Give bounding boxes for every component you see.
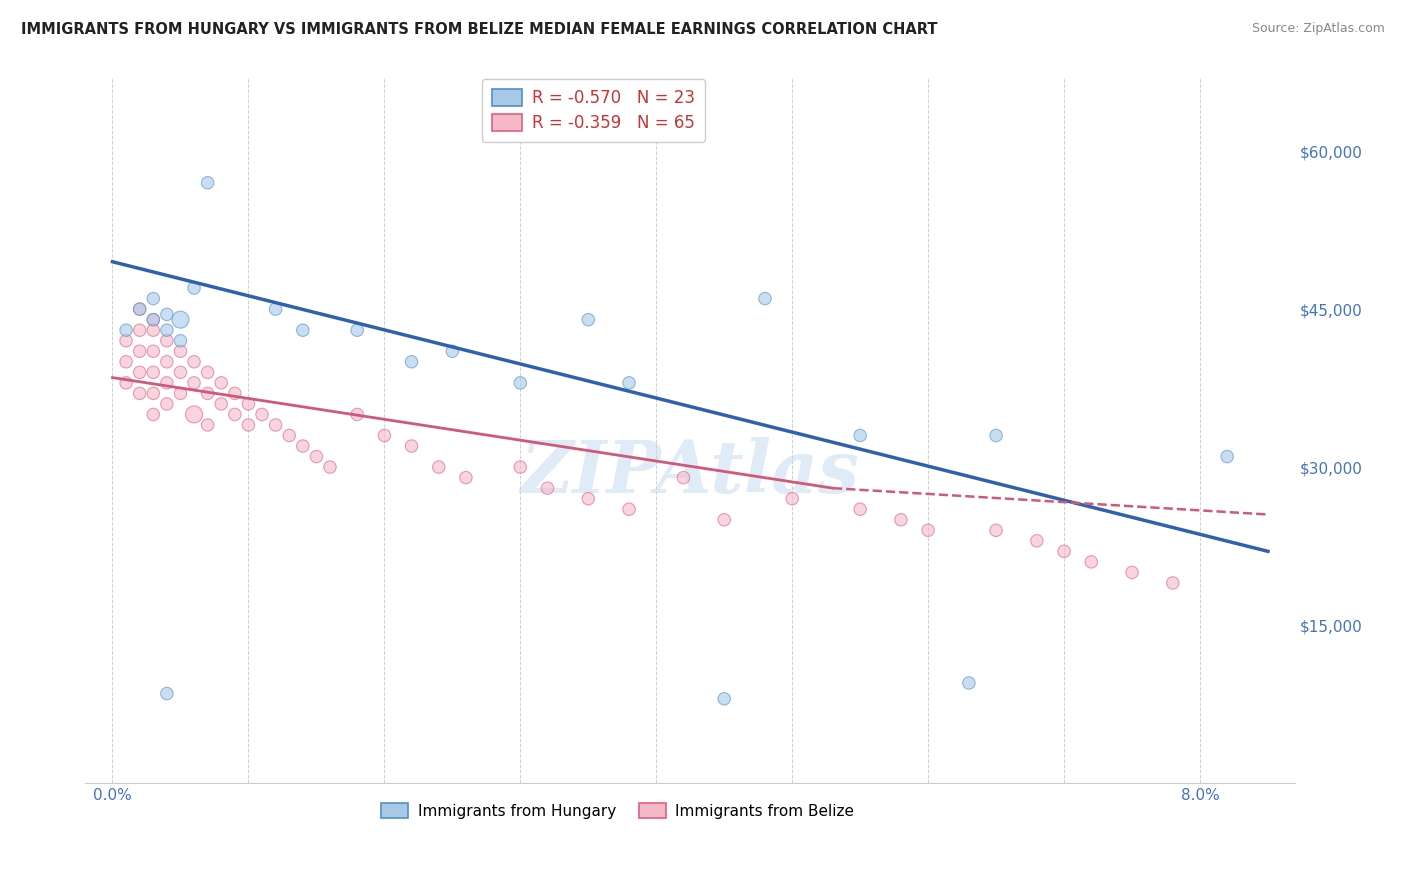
Point (291, 323, 314, 337)
Point (115, 334, 138, 348)
Point (754, 292, 776, 306)
Point (156, 376, 179, 390)
Point (984, 523, 1007, 537)
Point (1053, 544, 1076, 558)
Point (209, 397, 232, 411)
Point (197, 365, 219, 379)
Point (373, 428, 395, 442)
Point (197, 176, 219, 190)
Point (115, 355, 138, 369)
Point (346, 408, 368, 422)
Point (1161, 576, 1184, 591)
Point (454, 470, 477, 484)
Point (957, 676, 980, 690)
Point (142, 408, 165, 422)
Point (401, 355, 423, 369)
Point (115, 376, 138, 390)
Point (197, 386, 219, 401)
Point (509, 460, 531, 475)
Point (713, 691, 735, 706)
Point (128, 365, 150, 379)
Point (917, 523, 939, 537)
Point (142, 323, 165, 337)
Point (169, 386, 191, 401)
Point (183, 376, 205, 390)
Point (319, 460, 342, 475)
Point (169, 344, 191, 359)
Point (142, 312, 165, 326)
Point (156, 686, 179, 700)
Point (291, 439, 314, 453)
Point (142, 386, 165, 401)
Point (128, 344, 150, 359)
Point (1121, 566, 1143, 580)
Text: Source: ZipAtlas.com: Source: ZipAtlas.com (1251, 22, 1385, 36)
Point (346, 323, 368, 337)
Point (238, 417, 260, 432)
Point (536, 481, 558, 495)
Point (441, 344, 464, 359)
Point (209, 376, 232, 390)
Point (142, 344, 165, 359)
Point (509, 376, 531, 390)
Point (264, 417, 287, 432)
Legend: Immigrants from Hungary, Immigrants from Belize: Immigrants from Hungary, Immigrants from… (375, 797, 860, 825)
Point (849, 502, 872, 516)
Point (250, 408, 273, 422)
Point (197, 417, 219, 432)
Point (849, 428, 872, 442)
Point (617, 502, 640, 516)
Point (156, 397, 179, 411)
Point (576, 491, 599, 506)
Point (128, 302, 150, 317)
Point (183, 355, 205, 369)
Text: ZIPAtlas: ZIPAtlas (520, 437, 859, 508)
Point (142, 292, 165, 306)
Point (156, 334, 179, 348)
Point (183, 281, 205, 295)
Point (780, 491, 803, 506)
Point (672, 470, 695, 484)
Point (401, 439, 423, 453)
Point (142, 365, 165, 379)
Point (1025, 533, 1047, 548)
Point (128, 386, 150, 401)
Point (576, 312, 599, 326)
Point (224, 408, 246, 422)
Point (183, 408, 205, 422)
Point (169, 312, 191, 326)
Point (617, 376, 640, 390)
Point (115, 323, 138, 337)
Point (238, 397, 260, 411)
Point (264, 302, 287, 317)
Point (156, 323, 179, 337)
Point (1080, 555, 1102, 569)
Point (142, 312, 165, 326)
Text: IMMIGRANTS FROM HUNGARY VS IMMIGRANTS FROM BELIZE MEDIAN FEMALE EARNINGS CORRELA: IMMIGRANTS FROM HUNGARY VS IMMIGRANTS FR… (21, 22, 938, 37)
Point (305, 450, 328, 464)
Point (278, 428, 301, 442)
Point (128, 323, 150, 337)
Point (1216, 450, 1239, 464)
Point (169, 334, 191, 348)
Point (890, 513, 912, 527)
Point (156, 355, 179, 369)
Point (713, 513, 735, 527)
Point (169, 365, 191, 379)
Point (156, 307, 179, 321)
Point (427, 460, 450, 475)
Point (224, 386, 246, 401)
Point (128, 302, 150, 317)
Point (984, 428, 1007, 442)
